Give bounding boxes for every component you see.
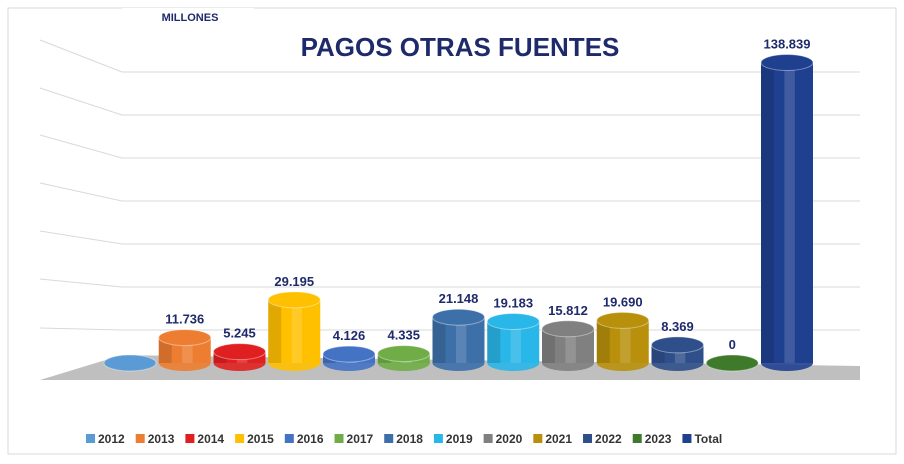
bar-top bbox=[541, 320, 595, 338]
legend-label: 2012 bbox=[98, 432, 125, 446]
bar-shine bbox=[291, 299, 303, 363]
bar-shine bbox=[674, 344, 686, 363]
value-label: 138.839 bbox=[764, 37, 811, 52]
bar-top bbox=[103, 354, 157, 372]
value-label: 21.148 bbox=[439, 291, 479, 306]
bar-top bbox=[267, 291, 321, 309]
bar-top bbox=[651, 336, 704, 354]
bar bbox=[596, 311, 650, 371]
bar-top bbox=[760, 54, 814, 72]
bar bbox=[377, 345, 431, 371]
bar bbox=[213, 343, 266, 371]
legend-label: 2020 bbox=[496, 432, 523, 446]
bar-shade bbox=[432, 317, 446, 363]
legend-swatch bbox=[284, 434, 294, 443]
bar-shine bbox=[784, 62, 795, 364]
legend-swatch bbox=[185, 434, 195, 443]
bar bbox=[541, 320, 595, 371]
grid-line bbox=[39, 182, 860, 202]
value-label: 29.195 bbox=[274, 274, 314, 289]
bar bbox=[486, 312, 540, 371]
value-label: 15.812 bbox=[548, 303, 588, 318]
bar-top bbox=[322, 345, 376, 363]
grid-line bbox=[39, 230, 860, 245]
value-label: 4.126 bbox=[333, 328, 366, 343]
bar-top bbox=[596, 311, 650, 329]
grid-line bbox=[39, 87, 860, 116]
legend-swatch bbox=[483, 434, 493, 443]
legend-swatch bbox=[235, 434, 245, 443]
legend-label: 2023 bbox=[645, 432, 672, 446]
bar bbox=[322, 345, 376, 371]
bar-shade bbox=[761, 62, 774, 364]
bar-shade bbox=[158, 337, 172, 363]
bar-shine bbox=[455, 317, 467, 363]
value-label: 19.183 bbox=[493, 295, 533, 310]
legend-label: 2017 bbox=[347, 432, 374, 446]
bar bbox=[705, 354, 759, 372]
bar-shine bbox=[510, 321, 522, 363]
legend-label: 2015 bbox=[247, 432, 274, 446]
value-label: 4.335 bbox=[387, 328, 420, 343]
bar-shade bbox=[213, 351, 227, 363]
legend-swatch bbox=[583, 434, 593, 443]
bar-top bbox=[158, 329, 212, 347]
grid-line bbox=[39, 278, 860, 288]
bar-shade bbox=[487, 321, 501, 363]
bar-shade bbox=[542, 328, 555, 363]
legend-label: 2014 bbox=[197, 432, 224, 446]
value-label: 11.736 bbox=[165, 312, 204, 327]
subtitle-box bbox=[122, 8, 254, 34]
bar-top bbox=[705, 354, 759, 372]
legend-swatch bbox=[682, 434, 692, 443]
legend-swatch bbox=[533, 434, 543, 443]
legend-label: 2022 bbox=[595, 432, 622, 446]
legend-label: 2016 bbox=[297, 432, 324, 446]
legend-label: 2018 bbox=[396, 432, 423, 446]
legend-swatch bbox=[135, 434, 145, 443]
grid-line bbox=[39, 134, 860, 159]
bar-top bbox=[377, 345, 431, 363]
bar-shine bbox=[565, 328, 576, 363]
subtitle: MILLONES bbox=[162, 12, 219, 24]
bar bbox=[103, 354, 157, 372]
bar-shade bbox=[596, 320, 610, 363]
bar-shade bbox=[268, 299, 282, 363]
value-label: 19.690 bbox=[603, 294, 643, 309]
bar bbox=[432, 308, 485, 371]
bar-top bbox=[486, 312, 540, 330]
legend-swatch bbox=[632, 434, 642, 443]
value-label: 8.369 bbox=[661, 319, 694, 334]
bar bbox=[158, 329, 212, 371]
bar-body bbox=[268, 299, 321, 363]
legend-label: 2013 bbox=[148, 432, 175, 446]
legend-label: 2021 bbox=[545, 432, 572, 446]
grid-line bbox=[39, 39, 860, 73]
bar-body bbox=[761, 62, 813, 364]
bar-top bbox=[213, 343, 266, 361]
chart-title: PAGOS OTRAS FUENTES bbox=[301, 32, 620, 62]
legend-label: 2019 bbox=[446, 432, 473, 446]
bar bbox=[760, 54, 814, 371]
bar bbox=[651, 336, 704, 371]
legend-swatch bbox=[433, 434, 443, 443]
legend-swatch bbox=[334, 434, 344, 443]
bar-shine bbox=[182, 337, 193, 363]
value-label: 0 bbox=[729, 337, 736, 352]
legend-swatch bbox=[384, 434, 394, 443]
legend-label: Total bbox=[694, 432, 722, 446]
value-label: 5.245 bbox=[223, 326, 256, 341]
bar-shine bbox=[620, 320, 631, 363]
bar-top bbox=[432, 308, 485, 326]
legend-swatch bbox=[86, 434, 95, 443]
bar bbox=[267, 291, 321, 371]
